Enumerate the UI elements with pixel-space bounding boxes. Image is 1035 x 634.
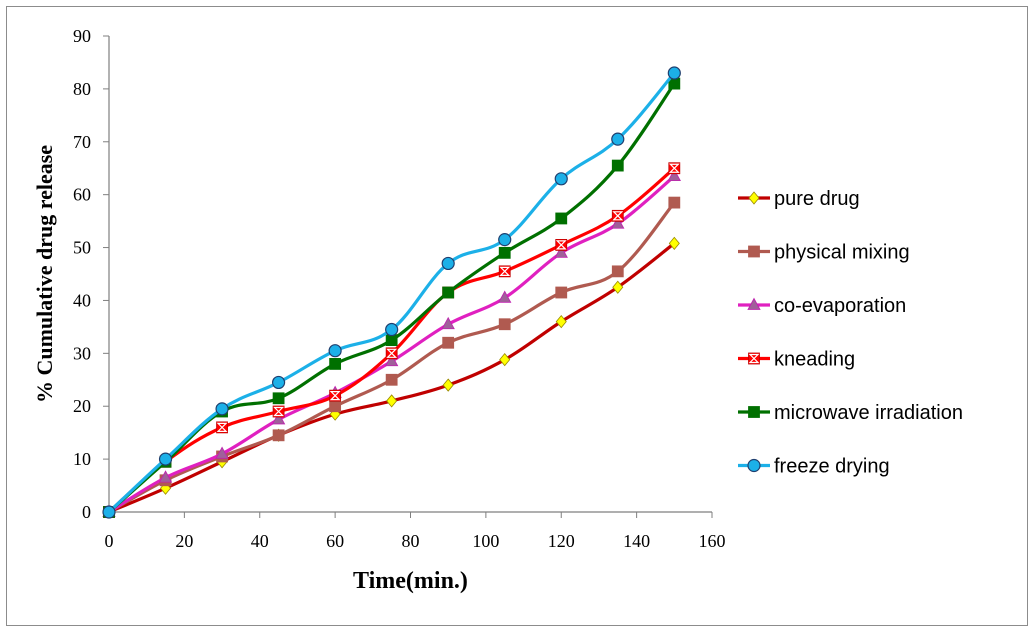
y-tick-label: 70 (73, 132, 91, 152)
y-tick-label: 20 (73, 396, 91, 416)
x-tick-label: 20 (175, 531, 193, 551)
y-tick-label: 60 (73, 185, 91, 205)
series-line (107, 201, 676, 514)
data-point-glyph (668, 163, 680, 173)
x-tick-label: 60 (326, 531, 344, 551)
x-tick-label: 120 (548, 531, 575, 551)
data-point (611, 159, 624, 172)
y-ticks: 0 10 20 30 40 50 60 70 80 90 (73, 26, 109, 522)
x-tick-label: 100 (472, 531, 499, 551)
data-point (555, 286, 568, 299)
legend-marker (747, 458, 761, 473)
data-point (668, 236, 680, 250)
data-point (271, 375, 286, 390)
series-microwave-irradiation (103, 77, 681, 518)
data-point (385, 373, 398, 386)
data-point (667, 168, 681, 182)
legend-item: kneading (738, 349, 855, 371)
x-tick-label: 80 (402, 531, 420, 551)
data-point (667, 66, 681, 80)
y-tick-label: 40 (73, 290, 91, 310)
data-point-glyph (499, 266, 511, 276)
x-tick-label: 160 (699, 531, 726, 551)
data-point-glyph (555, 240, 567, 250)
data-point (554, 172, 568, 186)
legend-label: co-evaporation (774, 295, 906, 317)
legend-item: microwave irradiation (738, 402, 963, 424)
x-tick-label: 40 (251, 531, 269, 551)
y-tick-label: 90 (73, 26, 91, 46)
data-point (611, 265, 624, 278)
legend-marker (748, 191, 760, 205)
data-point (215, 446, 229, 459)
legend-marker (748, 406, 760, 418)
legend: pure drug physical mixing co-evaporation kn… (738, 188, 963, 478)
data-point-glyph (216, 422, 228, 432)
legend-item: pure drug (738, 188, 860, 210)
data-point (442, 378, 454, 392)
y-tick-label: 80 (73, 79, 91, 99)
legend-label: microwave irradiation (774, 402, 963, 424)
data-point (555, 314, 567, 329)
data-point (271, 412, 286, 425)
data-point (329, 358, 342, 370)
data-point (442, 336, 455, 349)
data-point (442, 286, 455, 299)
data-point-glyph (386, 348, 398, 358)
y-tick-label: 50 (73, 238, 91, 258)
data-point (499, 353, 511, 367)
y-tick-label: 10 (73, 449, 91, 469)
legend-label: freeze drying (774, 456, 890, 478)
legend-label: kneading (774, 349, 855, 371)
legend-item: co-evaporation (738, 295, 906, 317)
data-point (272, 429, 285, 442)
legend-item: physical mixing (738, 242, 910, 264)
data-point-glyph (273, 406, 285, 417)
data-point (215, 402, 229, 416)
data-point (441, 256, 455, 271)
y-tick-label: 0 (82, 502, 91, 522)
data-point (386, 394, 398, 408)
data-point (668, 196, 681, 209)
data-point (611, 132, 625, 146)
legend-marker-glyph (748, 353, 760, 364)
x-tick-label: 140 (623, 531, 650, 551)
y-axis-label: % Cumulative drug release (32, 145, 57, 403)
data-point (554, 245, 568, 258)
data-point (102, 505, 116, 519)
legend-label: physical mixing (774, 242, 910, 264)
x-tick-label: 0 (105, 531, 114, 551)
data-point (441, 316, 455, 330)
legend-marker (748, 245, 760, 258)
data-point (158, 452, 173, 466)
chart-frame (6, 6, 1028, 626)
data-point-glyph (612, 211, 624, 221)
legend-item: freeze drying (738, 456, 890, 478)
legend-label: pure drug (774, 188, 860, 210)
data-point (498, 246, 511, 259)
data-point (329, 400, 342, 413)
data-point (555, 212, 568, 225)
data-point (158, 470, 173, 483)
x-axis-label: Time(min.) (353, 568, 468, 594)
data-point (498, 233, 512, 247)
data-point (498, 318, 511, 331)
series-freeze-drying (102, 66, 681, 519)
legend-marker (747, 297, 761, 310)
data-point (384, 353, 399, 367)
x-ticks: 0 20 40 60 80 100 120 140 160 (105, 512, 726, 551)
plot-area (102, 66, 681, 519)
y-tick-label: 30 (73, 343, 91, 363)
series-line (107, 82, 676, 514)
data-point (385, 322, 399, 337)
data-point (385, 334, 398, 347)
data-point (612, 280, 624, 294)
data-point-glyph (329, 391, 341, 401)
data-point (498, 290, 512, 303)
series-line (107, 71, 676, 514)
data-point (272, 392, 285, 405)
data-point (328, 344, 342, 358)
data-point (611, 216, 625, 229)
